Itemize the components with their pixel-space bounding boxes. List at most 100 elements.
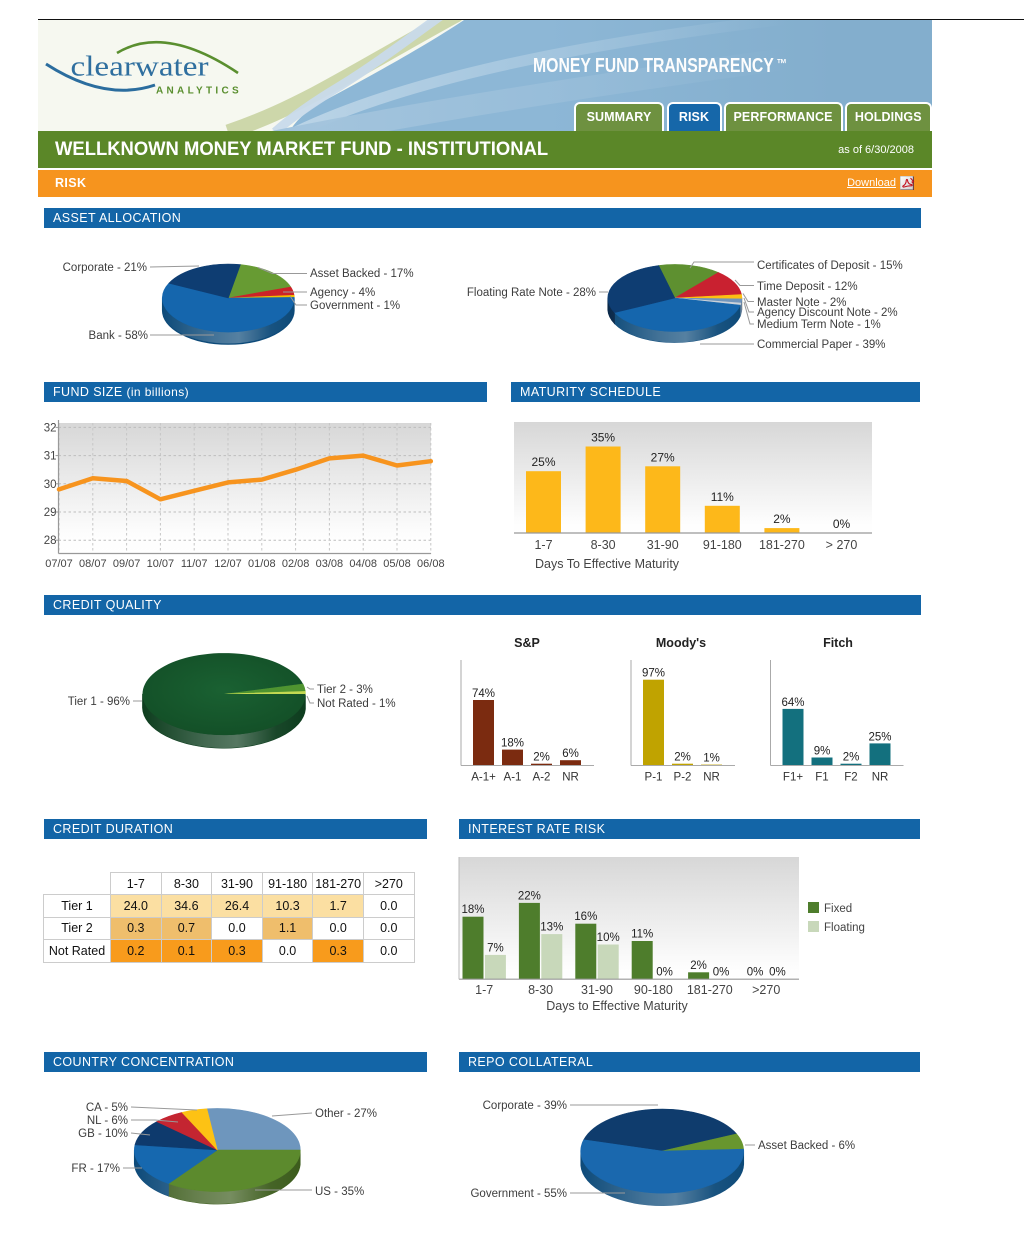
svg-text:Master Note - 2%: Master Note - 2% [757,297,846,309]
svg-text:Other - 27%: Other - 27% [315,1108,377,1120]
svg-text:NR: NR [872,772,889,784]
svg-text:A-1+: A-1+ [471,772,496,784]
svg-text:Asset Backed - 6%: Asset Backed - 6% [758,1140,855,1152]
svg-text:NR: NR [703,772,720,784]
svg-text:Tier 1 - 96%: Tier 1 - 96% [68,696,130,708]
svg-text:07/07: 07/07 [45,558,73,570]
svg-text:S&P: S&P [514,636,540,650]
svg-text:12/07: 12/07 [214,558,242,570]
svg-text:25%: 25% [868,731,891,743]
svg-text:A-1: A-1 [504,772,522,784]
svg-text:8-30: 8-30 [591,538,616,552]
svg-text:31-90: 31-90 [581,983,613,997]
svg-text:Days To Effective Maturity: Days To Effective Maturity [535,557,680,571]
svg-text:Fixed: Fixed [824,903,852,915]
svg-text:0%: 0% [833,517,851,531]
svg-text:9%: 9% [814,746,831,758]
svg-text:7%: 7% [487,942,504,954]
svg-text:Agency - 4%: Agency - 4% [310,287,375,299]
svg-text:2%: 2% [533,752,550,764]
svg-text:Certificates of Deposit - 15%: Certificates of Deposit - 15% [757,260,903,272]
svg-text:18%: 18% [501,738,524,750]
svg-text:Time Deposit - 12%: Time Deposit - 12% [757,281,858,293]
svg-text:P-1: P-1 [645,772,663,784]
svg-text:11%: 11% [631,929,653,941]
svg-text:0%: 0% [769,967,786,979]
svg-text:11%: 11% [711,490,734,504]
svg-text:1-7: 1-7 [475,983,493,997]
svg-text:clearwater: clearwater [71,51,209,83]
svg-text:Government - 55%: Government - 55% [470,1188,567,1200]
svg-text:F1+: F1+ [783,772,803,784]
svg-text:P-2: P-2 [674,772,692,784]
svg-text:NR: NR [562,772,579,784]
svg-text:06/08: 06/08 [417,558,445,570]
svg-text:Agency Discount Note - 2%: Agency Discount Note - 2% [757,307,898,319]
svg-text:31: 31 [44,451,57,463]
svg-text:181-270: 181-270 [687,983,733,997]
svg-text:>270: >270 [752,983,780,997]
svg-text:0%: 0% [656,967,673,979]
svg-text:08/07: 08/07 [79,558,107,570]
svg-text:2%: 2% [674,752,691,764]
svg-text:04/08: 04/08 [349,558,377,570]
svg-text:Days to Effective Maturity: Days to Effective Maturity [546,999,688,1013]
svg-text:90-180: 90-180 [634,983,673,997]
svg-text:1%: 1% [703,753,720,765]
svg-text:91-180: 91-180 [703,538,742,552]
svg-text:181-270: 181-270 [759,538,805,552]
svg-text:6%: 6% [562,748,579,760]
svg-text:27%: 27% [651,450,675,464]
svg-text:FR - 17%: FR - 17% [71,1163,120,1175]
svg-text:29: 29 [44,507,57,519]
svg-text:2%: 2% [843,752,860,764]
svg-text:Bank - 58%: Bank - 58% [89,330,148,342]
svg-text:02/08: 02/08 [282,558,310,570]
svg-text:05/08: 05/08 [383,558,411,570]
svg-text:Not Rated - 1%: Not Rated - 1% [317,698,396,710]
svg-text:32: 32 [44,422,57,434]
svg-text:28: 28 [44,535,57,547]
svg-text:30: 30 [44,479,57,491]
svg-text:2%: 2% [690,960,707,972]
svg-text:0%: 0% [713,967,730,979]
svg-text:> 270: > 270 [826,538,858,552]
svg-text:Corporate - 21%: Corporate - 21% [63,262,147,274]
svg-text:GB - 10%: GB - 10% [78,1128,128,1140]
svg-text:01/08: 01/08 [248,558,276,570]
svg-text:11/07: 11/07 [181,558,208,570]
svg-text:ANALYTICS: ANALYTICS [156,85,242,96]
svg-text:Corporate - 39%: Corporate - 39% [483,1100,567,1112]
svg-text:8-30: 8-30 [528,983,553,997]
svg-text:Moody's: Moody's [656,636,706,650]
svg-text:NL - 6%: NL - 6% [87,1115,128,1127]
svg-text:22%: 22% [518,890,541,902]
svg-text:CA - 5%: CA - 5% [86,1102,128,1114]
svg-text:13%: 13% [540,922,563,934]
svg-text:35%: 35% [591,431,615,445]
svg-text:2%: 2% [773,512,791,526]
svg-text:A-2: A-2 [533,772,551,784]
svg-text:03/08: 03/08 [316,558,344,570]
svg-text:64%: 64% [781,697,804,709]
svg-text:Fitch: Fitch [823,636,853,650]
svg-text:09/07: 09/07 [113,558,141,570]
svg-text:Government - 1%: Government - 1% [310,300,400,312]
svg-text:0%: 0% [747,967,764,979]
svg-text:16%: 16% [574,911,597,923]
svg-text:Floating Rate Note - 28%: Floating Rate Note - 28% [467,287,596,299]
svg-text:Asset Backed - 17%: Asset Backed - 17% [310,268,414,280]
svg-text:F1: F1 [815,772,828,784]
svg-text:10%: 10% [597,932,620,944]
svg-text:97%: 97% [642,668,665,680]
svg-text:74%: 74% [472,688,495,700]
svg-text:F2: F2 [844,772,857,784]
svg-text:31-90: 31-90 [647,538,679,552]
svg-text:10/07: 10/07 [147,558,175,570]
svg-text:US - 35%: US - 35% [315,1186,364,1198]
svg-text:Tier 2 - 3%: Tier 2 - 3% [317,684,373,696]
svg-text:Floating: Floating [824,922,865,934]
svg-text:Commercial Paper - 39%: Commercial Paper - 39% [757,339,885,351]
svg-text:Medium Term Note - 1%: Medium Term Note - 1% [757,319,881,331]
svg-text:25%: 25% [531,455,555,469]
